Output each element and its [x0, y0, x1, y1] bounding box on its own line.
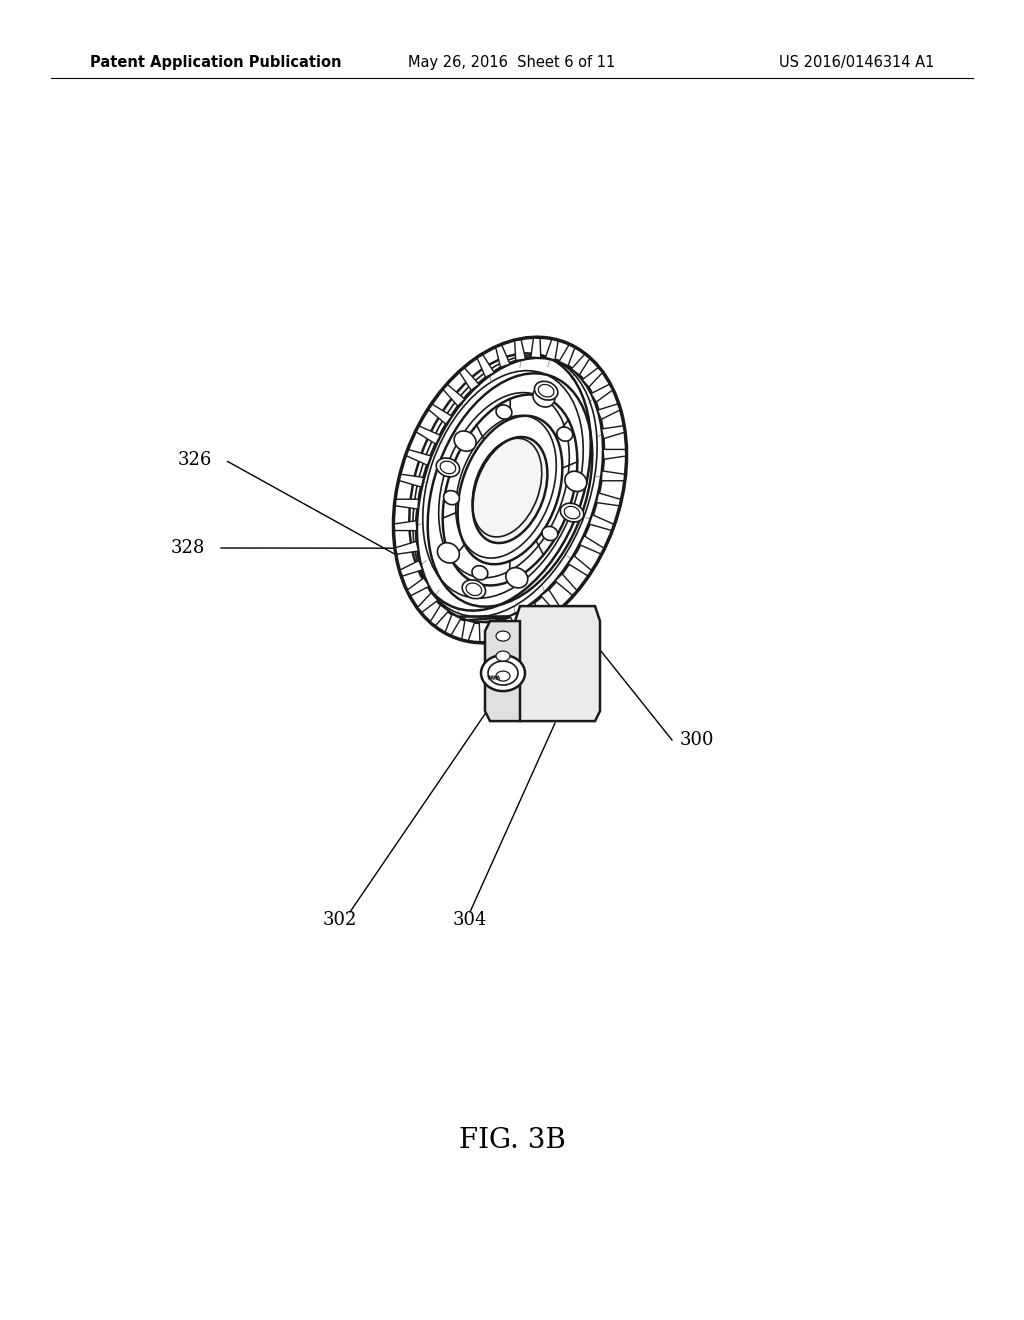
Ellipse shape — [560, 503, 584, 521]
Polygon shape — [416, 426, 440, 444]
Polygon shape — [555, 574, 577, 595]
Polygon shape — [496, 346, 510, 367]
Text: 302: 302 — [323, 911, 357, 929]
Polygon shape — [596, 492, 621, 506]
Ellipse shape — [473, 437, 548, 543]
Ellipse shape — [496, 671, 510, 681]
Polygon shape — [571, 355, 590, 375]
Ellipse shape — [455, 430, 476, 451]
Text: FIG. 3B: FIG. 3B — [459, 1126, 565, 1154]
Ellipse shape — [466, 583, 481, 595]
Polygon shape — [525, 603, 543, 626]
Polygon shape — [591, 384, 612, 403]
Polygon shape — [559, 345, 574, 366]
Polygon shape — [399, 474, 424, 487]
Ellipse shape — [506, 568, 527, 587]
Polygon shape — [583, 368, 602, 387]
Ellipse shape — [532, 387, 555, 407]
Polygon shape — [395, 499, 419, 510]
Polygon shape — [479, 622, 489, 642]
Polygon shape — [541, 590, 560, 611]
Polygon shape — [580, 536, 604, 554]
Ellipse shape — [496, 631, 510, 642]
Polygon shape — [495, 619, 506, 640]
Polygon shape — [477, 355, 495, 378]
Polygon shape — [568, 556, 592, 576]
Ellipse shape — [462, 579, 485, 599]
Text: US 2016/0146314 A1: US 2016/0146314 A1 — [778, 54, 934, 70]
Text: 300: 300 — [680, 731, 715, 748]
Ellipse shape — [542, 527, 558, 541]
Polygon shape — [443, 385, 465, 407]
Ellipse shape — [564, 507, 580, 519]
Polygon shape — [400, 561, 423, 576]
Ellipse shape — [472, 566, 487, 579]
Polygon shape — [510, 612, 524, 635]
Polygon shape — [603, 449, 626, 459]
Polygon shape — [418, 593, 437, 612]
Ellipse shape — [393, 337, 627, 643]
Text: May 26, 2016  Sheet 6 of 11: May 26, 2016 Sheet 6 of 11 — [409, 54, 615, 70]
Ellipse shape — [436, 458, 460, 477]
Ellipse shape — [481, 655, 525, 692]
Polygon shape — [395, 541, 419, 554]
Ellipse shape — [565, 471, 587, 491]
Ellipse shape — [488, 661, 518, 685]
Ellipse shape — [539, 384, 554, 397]
Ellipse shape — [443, 491, 460, 504]
Polygon shape — [601, 471, 625, 480]
Polygon shape — [515, 606, 600, 721]
Text: 304: 304 — [453, 911, 487, 929]
Ellipse shape — [440, 461, 456, 474]
Polygon shape — [601, 426, 625, 438]
Text: 326: 326 — [177, 451, 212, 469]
Polygon shape — [598, 404, 620, 420]
Polygon shape — [429, 404, 452, 424]
Ellipse shape — [496, 651, 510, 661]
Polygon shape — [546, 339, 558, 360]
Polygon shape — [394, 520, 417, 531]
Polygon shape — [515, 339, 525, 360]
Ellipse shape — [535, 381, 558, 400]
Ellipse shape — [496, 405, 512, 418]
Polygon shape — [460, 368, 479, 391]
Text: 320: 320 — [543, 480, 578, 499]
Polygon shape — [530, 338, 541, 358]
Ellipse shape — [437, 543, 460, 564]
Polygon shape — [462, 620, 474, 640]
Polygon shape — [445, 614, 461, 635]
Polygon shape — [589, 515, 613, 531]
Text: Patent Application Publication: Patent Application Publication — [90, 54, 341, 70]
Ellipse shape — [557, 428, 572, 441]
Text: 328: 328 — [171, 539, 205, 557]
Polygon shape — [430, 605, 449, 626]
Text: 321: 321 — [423, 531, 457, 549]
Polygon shape — [485, 622, 520, 721]
Polygon shape — [408, 578, 429, 595]
Polygon shape — [407, 450, 431, 465]
